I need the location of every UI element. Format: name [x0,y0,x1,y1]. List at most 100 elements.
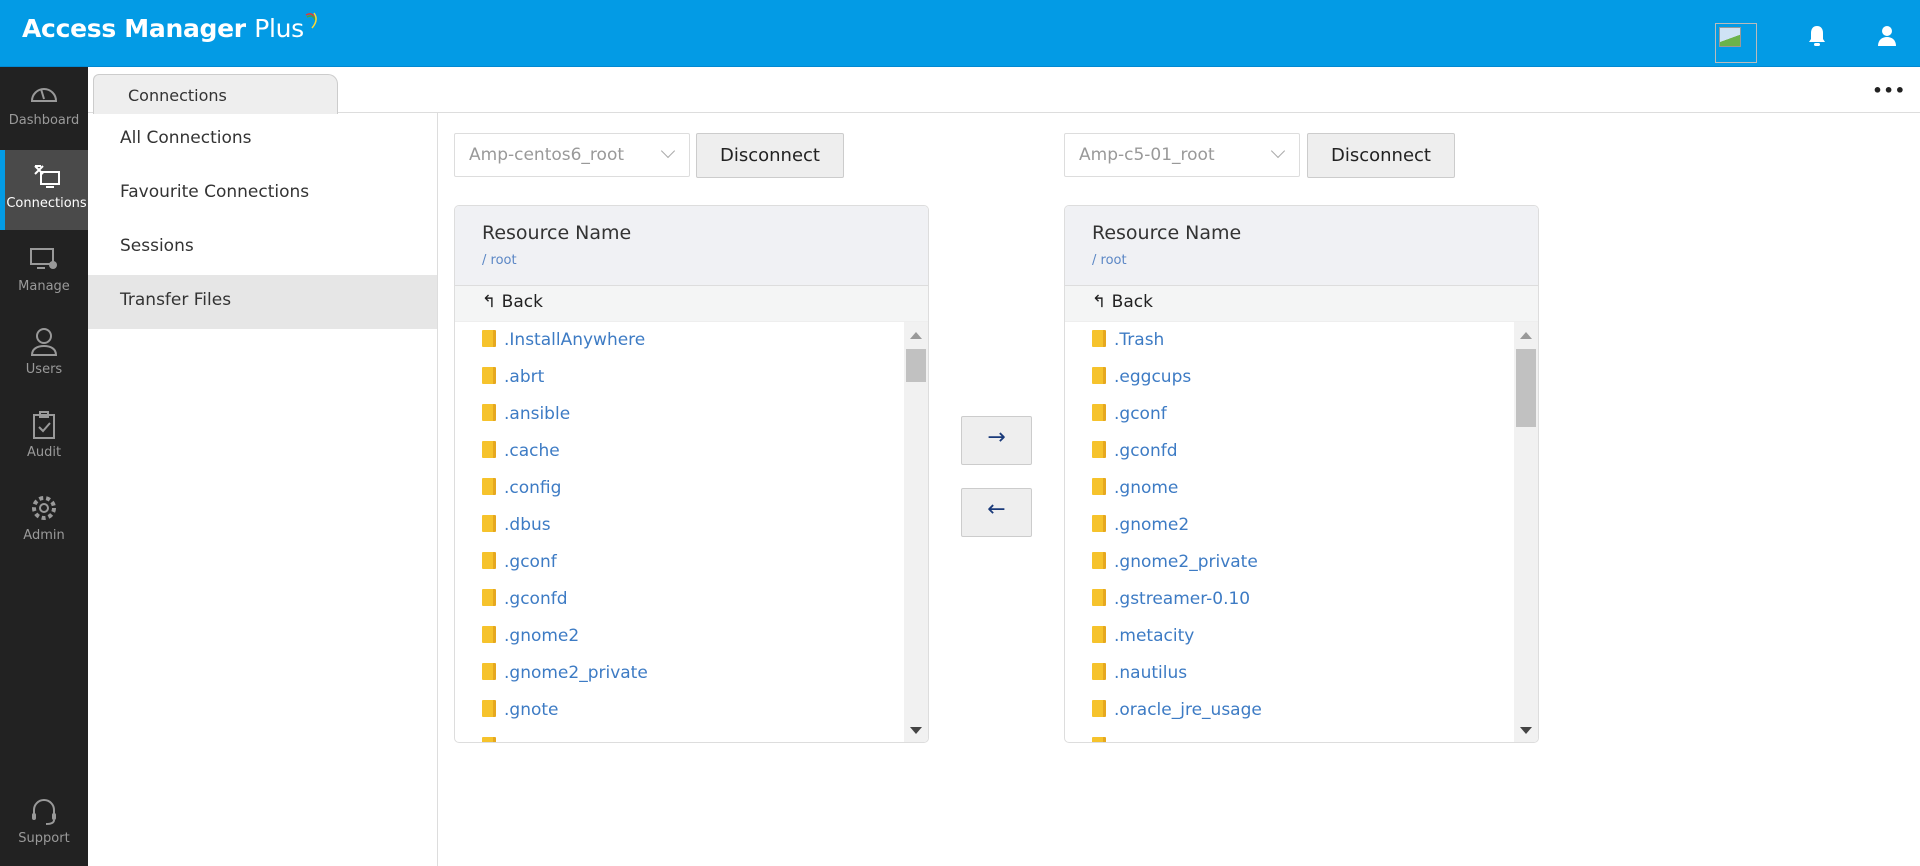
file-row[interactable]: .gnome2 [1065,507,1538,544]
sidebar-item-dashboard[interactable]: Dashboard [0,67,88,147]
file-row[interactable]: .gstreamer-0.10 [1065,581,1538,618]
sidebar-item-users[interactable]: Users [0,316,88,396]
file-row[interactable]: .eggcups [1065,359,1538,396]
file-name: .gnome2 [1114,515,1190,535]
file-row[interactable]: .oracle_jre_usage [1065,692,1538,729]
transfer-left-button[interactable]: ← [961,488,1032,537]
right-connection-select[interactable]: Amp-c5-01_root [1064,133,1300,177]
scrollbar[interactable] [904,322,928,742]
folder-icon [482,626,496,643]
folder-icon [482,441,496,458]
file-row[interactable]: .nautilus [1065,655,1538,692]
left-connection-select[interactable]: Amp-centos6_root [454,133,690,177]
transfer-right-button[interactable]: → [961,416,1032,465]
select-value: Amp-c5-01_root [1079,145,1215,165]
right-disconnect-button[interactable]: Disconnect [1307,133,1455,178]
file-name: .gconf [1114,404,1167,424]
file-name: .abrt [504,367,545,387]
file-row[interactable]: .dbus [455,507,928,544]
folder-icon [482,478,496,495]
file-name: .nautilus [1114,663,1188,683]
submenu-sessions[interactable]: Sessions [120,236,194,256]
sidebar-item-admin[interactable]: Admin [0,482,88,562]
chevron-down-icon [660,143,676,159]
app-logo[interactable]: Access Manager Plus [22,12,317,43]
breadcrumb-path[interactable]: / root [482,253,517,268]
broken-image-icon[interactable] [1715,23,1757,63]
back-arrow-icon: ↰ [482,292,497,312]
user-icon [30,328,58,356]
file-row[interactable]: .gnote [455,692,928,729]
scroll-up-icon[interactable] [1520,332,1532,339]
sidebar-item-manage[interactable]: Manage [0,233,88,313]
submenu-favourite-connections[interactable]: Favourite Connections [120,182,310,202]
main-sidebar: Dashboard Connections Manage Users Audit… [0,67,88,866]
dashboard-gauge-icon [30,88,58,102]
file-row[interactable]: .gconfd [1065,433,1538,470]
sidebar-item-support[interactable]: Support [0,785,88,865]
file-row[interactable]: .Trash [1065,322,1538,359]
gear-icon [32,496,56,520]
column-header: Resource Name [1092,222,1242,244]
bell-icon[interactable] [1806,24,1828,48]
file-row[interactable]: .ansible [455,396,928,433]
file-row[interactable]: .gconf [455,544,928,581]
file-name: .gnote [504,700,559,720]
back-label: Back [1111,292,1153,312]
file-name: .gstreamer-0.10 [1114,589,1251,609]
scrollbar[interactable] [1514,322,1538,742]
file-row[interactable]: .gnome2 [455,618,928,655]
file-row[interactable]: .gnome [1065,470,1538,507]
folder-icon [1092,330,1106,347]
file-row[interactable]: .metacity [1065,618,1538,655]
more-dots-icon[interactable]: ••• [1872,81,1906,100]
back-button[interactable]: ↰ Back [455,286,928,322]
folder-icon [1092,478,1106,495]
folder-icon [1092,441,1106,458]
breadcrumb-path[interactable]: / root [1092,253,1127,268]
folder-icon [1092,515,1106,532]
scroll-thumb[interactable] [1516,349,1536,427]
clipboard-check-icon [33,411,55,439]
file-list: .Trash .eggcups .gconf .gconfd .gnome .gnome2… [1065,322,1538,742]
file-row[interactable]: .gnome2_private [1065,544,1538,581]
connections-icon [33,165,60,188]
back-arrow-icon: ↰ [1092,292,1107,312]
folder-icon [1092,700,1106,717]
sidebar-item-label: Connections [6,196,87,211]
file-name: .oracle_jre_usage [1114,700,1262,720]
user-icon[interactable] [1876,24,1898,48]
sidebar-item-audit[interactable]: Audit [0,399,88,479]
folder-icon [1092,367,1106,384]
left-file-panel: Resource Name / root ↰ Back .InstallAnywh… [454,205,929,743]
scroll-down-icon[interactable] [1520,727,1532,734]
scroll-up-icon[interactable] [910,332,922,339]
folder-icon [1092,626,1106,643]
file-name: .gconf [504,552,557,572]
folder-icon [482,700,496,717]
file-row[interactable]: .gconfd [455,581,928,618]
file-name: .eggcups [1114,367,1192,387]
scroll-thumb[interactable] [906,349,926,382]
file-row[interactable]: .gconf [1065,396,1538,433]
top-header: Access Manager Plus [0,0,1920,67]
select-value: Amp-centos6_root [469,145,625,165]
app-name-suffix: Plus [254,14,304,43]
file-row[interactable]: .config [455,470,928,507]
file-row[interactable]: .InstallAnywhere [455,322,928,359]
tab-connections[interactable]: Connections [93,74,338,114]
manage-monitor-gear-icon [30,248,57,269]
back-button[interactable]: ↰ Back [1065,286,1538,322]
file-row[interactable]: .gnome2_private [455,655,928,692]
file-name: .gnome2_private [1114,552,1258,572]
scroll-down-icon[interactable] [910,727,922,734]
folder-icon [482,367,496,384]
submenu-transfer-files[interactable]: Transfer Files [88,275,437,329]
submenu-all-connections[interactable]: All Connections [120,128,252,148]
file-row[interactable]: .cache [455,433,928,470]
sidebar-item-label: Support [18,831,70,846]
sidebar-item-connections[interactable]: Connections [0,150,88,230]
file-row[interactable]: .abrt [455,359,928,396]
folder-icon [482,404,496,421]
left-disconnect-button[interactable]: Disconnect [696,133,844,178]
